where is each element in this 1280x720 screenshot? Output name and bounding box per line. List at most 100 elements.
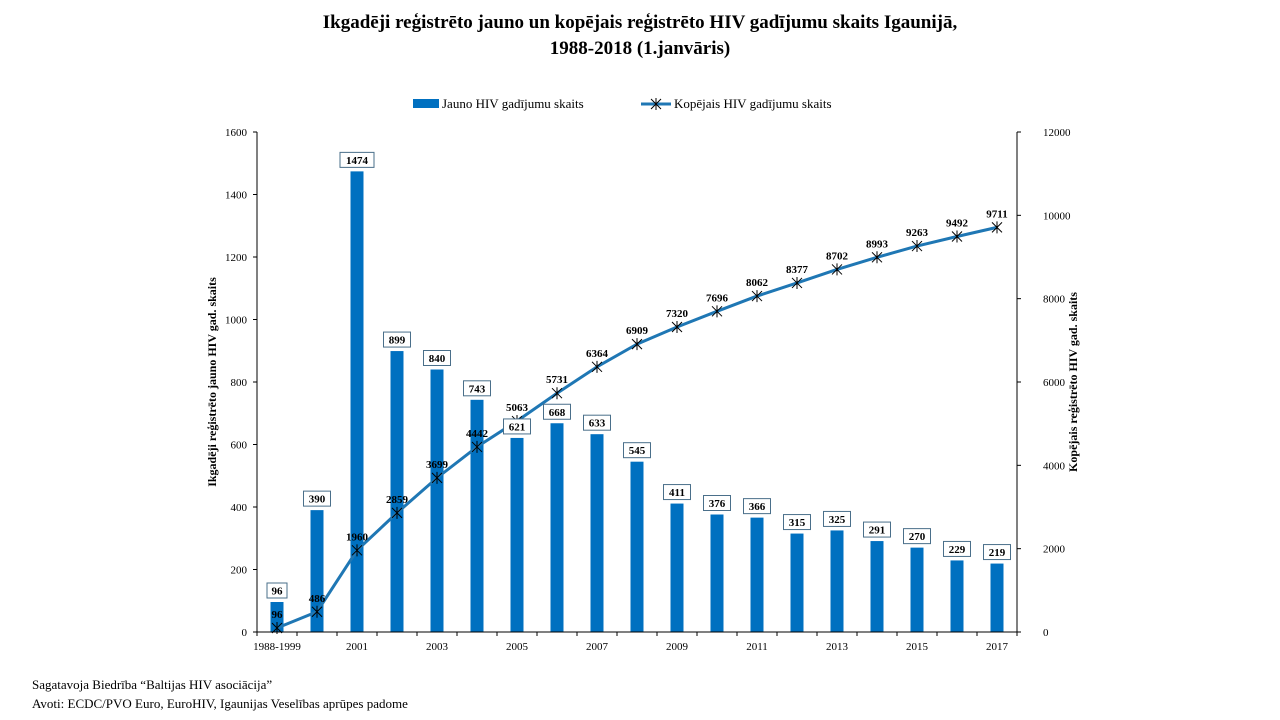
right-tick-label: 10000 [1043, 210, 1071, 222]
line-marker-2017 [991, 221, 1003, 234]
bar-label-box [903, 528, 931, 545]
bar-label-box [983, 544, 1011, 561]
bar-data-label: 270 [909, 531, 926, 543]
bar-data-label: 668 [549, 407, 566, 419]
line-data-label: 486 [309, 593, 326, 605]
bar-label-box [463, 380, 491, 397]
line-data-label: 9492 [946, 218, 969, 230]
line-marker-2016 [951, 230, 963, 243]
right-axis-title: Kopējais reģistrēto HIV gad. skaits [1066, 292, 1080, 472]
bar-2004 [470, 399, 484, 632]
left-tick-label: 800 [231, 377, 248, 389]
bar-label-box [783, 514, 811, 531]
line-marker-2012 [791, 276, 803, 289]
left-tick-label: 200 [231, 565, 248, 577]
bar-2005 [510, 437, 524, 632]
line-data-label: 8702 [826, 250, 849, 262]
bar-data-label: 325 [829, 514, 846, 526]
line-data-label: 6364 [586, 348, 609, 360]
bar-label-box [623, 442, 651, 459]
x-tick-label: 1988-1999 [253, 641, 301, 653]
chart-title-line-2: 1988-2018 (1.janvāris) [549, 38, 731, 59]
left-axis-title: Ikgadēji reģistrēto jauno HIV gad. skait… [205, 277, 219, 487]
bar-data-label: 315 [789, 517, 806, 529]
line-data-label: 6909 [626, 325, 649, 337]
bar-2010 [710, 514, 724, 632]
bar-2008 [630, 461, 644, 632]
left-tick-label: 600 [231, 440, 248, 452]
right-tick-label: 4000 [1043, 460, 1066, 472]
line-marker-2015 [911, 240, 923, 253]
bar-data-label: 633 [589, 418, 606, 430]
bar-data-label: 1474 [346, 155, 369, 167]
bar-label-box [423, 350, 451, 366]
line-data-label: 7696 [706, 292, 729, 304]
line-data-label: 1960 [346, 531, 369, 543]
line-marker-2013 [831, 263, 843, 276]
line-data-label: 96 [272, 609, 284, 621]
line-marker-1988-1999 [271, 622, 283, 634]
bar-label-box [583, 414, 611, 431]
line-marker-2002 [391, 506, 403, 519]
right-tick-label: 2000 [1043, 544, 1066, 556]
bar-label-box [303, 490, 331, 507]
line-marker-2001 [351, 544, 363, 557]
footer-notes: Sagatavoja Biedrība “Baltijas HIV asociā… [32, 675, 408, 713]
left-tick-label: 1000 [225, 315, 248, 327]
left-tick-label: 1600 [225, 127, 248, 139]
bar-label-box [743, 498, 771, 515]
bar-2006 [550, 423, 564, 632]
x-tick-label: 2015 [906, 641, 929, 653]
bar-data-label: 96 [272, 586, 284, 598]
legend-bar-swatch [413, 99, 439, 108]
bar-2014 [870, 541, 884, 632]
line-data-label: 5063 [506, 402, 529, 414]
x-tick-label: 2009 [666, 641, 689, 653]
footer-sources: Avoti: ECDC/PVO Euro, EuroHIV, Igaunijas… [32, 696, 408, 711]
bar-2013 [830, 530, 844, 632]
line-data-label: 4442 [466, 428, 489, 440]
right-tick-label: 0 [1043, 627, 1049, 639]
bar-2012 [790, 533, 804, 632]
line-marker-2003 [431, 471, 443, 484]
line-marker-2010 [711, 305, 723, 318]
bar-2015 [910, 547, 924, 632]
legend-line-label: Kopējais HIV gadījumu skaits [674, 96, 832, 111]
bar-label-box [339, 151, 375, 168]
line-data-label: 5731 [546, 374, 568, 386]
line-data-label: 3699 [426, 459, 449, 471]
bar-2016 [950, 560, 964, 632]
bar-data-label: 390 [309, 494, 326, 506]
bar-2003 [430, 369, 444, 632]
bar-label-box [266, 582, 288, 599]
line-data-label: 2859 [386, 494, 409, 506]
bar-series [270, 171, 1004, 632]
line-marker-2007 [591, 360, 603, 373]
bar-data-label: 621 [509, 421, 526, 433]
bar-2001 [350, 171, 364, 632]
line-data-label: 7320 [666, 308, 689, 320]
chart-title-line-1: Ikgadēji reģistrēto jauno un kopējais re… [322, 12, 958, 33]
x-tick-label: 2003 [426, 641, 449, 653]
bar-label-box [503, 418, 531, 435]
line-data-label: 9711 [986, 208, 1007, 220]
bar-data-label: 376 [709, 498, 726, 510]
bar-label-box [383, 331, 411, 348]
line-data-label: 9263 [906, 227, 929, 239]
x-tick-label: 2007 [586, 641, 609, 653]
axes: 0 200 400 600 800 1000 1200 1400 1600 0 2000 4000 60… [205, 127, 1080, 653]
left-tick-label: 1200 [225, 252, 248, 264]
chart-title: Ikgadēji reģistrēto jauno un kopējais re… [0, 10, 1280, 62]
bar-data-label: 366 [749, 501, 766, 513]
bar-data-label: 219 [989, 547, 1006, 559]
line-data-label: 8062 [746, 277, 769, 289]
bar-2007 [590, 434, 604, 632]
bar-label-box [703, 495, 731, 511]
line-series [271, 221, 1003, 634]
legend: Jauno HIV gadījumu skaits Kopējais HIV ga… [413, 96, 832, 111]
right-tick-label: 6000 [1043, 377, 1066, 389]
x-tick-label: 2013 [826, 641, 849, 653]
bar-label-box [663, 484, 691, 501]
bar-2000 [310, 510, 324, 632]
